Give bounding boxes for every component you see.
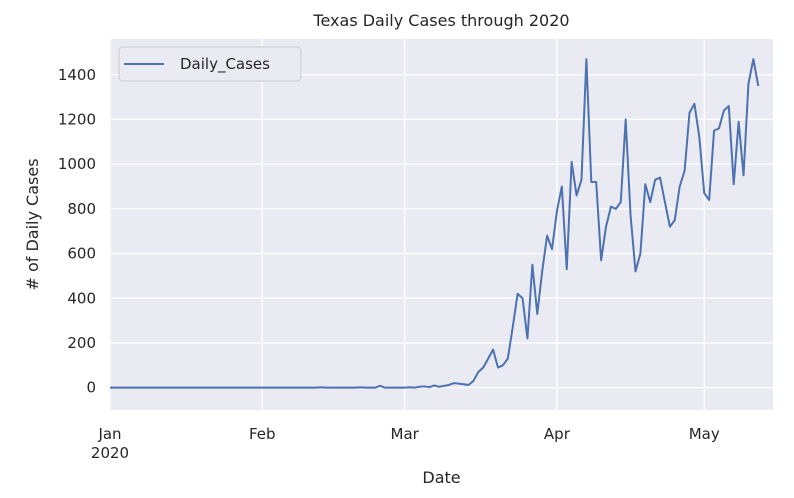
x-axis-title: Date (422, 468, 460, 487)
x-tick-sublabel: 2020 (91, 444, 129, 462)
y-tick-label: 800 (67, 200, 96, 218)
plot-area (109, 39, 773, 410)
y-tick-label: 1400 (58, 66, 96, 84)
y-tick-label: 1000 (58, 155, 96, 173)
y-tick-label: 600 (67, 245, 96, 263)
x-tick-label: Mar (391, 425, 420, 443)
y-tick-label: 0 (86, 379, 96, 397)
legend-label: Daily_Cases (180, 55, 270, 74)
x-tick-label: Apr (544, 425, 571, 443)
x-tick-label: May (689, 425, 720, 443)
plot-background (110, 39, 773, 410)
series-line-daily-cases (110, 58, 760, 389)
x-tick-label: Jan (97, 425, 121, 443)
y-tick-label: 400 (67, 289, 96, 307)
y-axis-title: # of Daily Cases (23, 158, 42, 290)
y-tick-label: 200 (67, 334, 96, 352)
x-tick-label: Feb (249, 425, 276, 443)
legend-box (118, 46, 302, 82)
legend: Daily_Cases (118, 46, 302, 82)
chart-title: Texas Daily Cases through 2020 (312, 11, 569, 30)
y-tick-label: 1200 (58, 110, 96, 128)
